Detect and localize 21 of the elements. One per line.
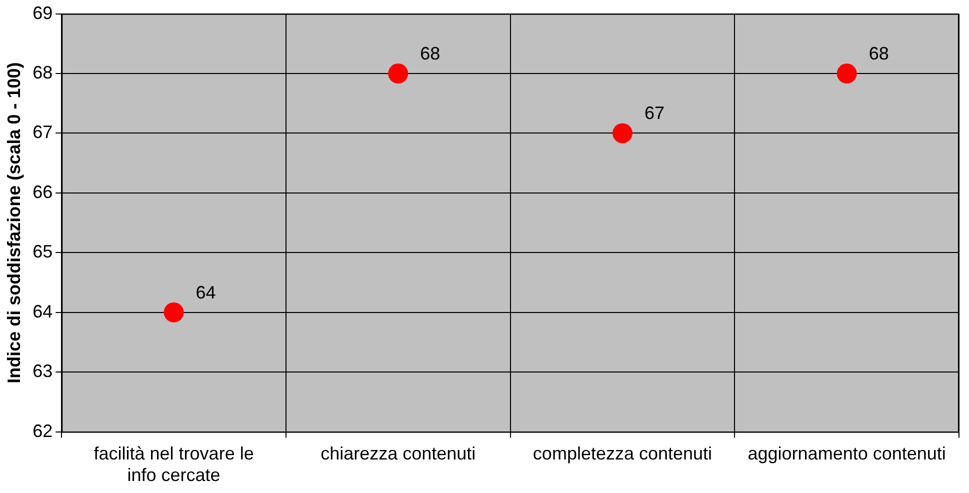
y-tick-label: 68 — [32, 62, 53, 82]
y-axis-title: Indice di soddisfazione (scala 0 - 100) — [4, 62, 24, 384]
y-tick-label: 69 — [32, 2, 53, 23]
y-tick-label: 65 — [32, 242, 53, 262]
y-tick-label: 63 — [32, 361, 53, 382]
point — [388, 64, 408, 84]
point — [836, 64, 857, 84]
y-tick-label: 67 — [32, 122, 53, 142]
x-tick-label: aggiornamento contenuti — [748, 444, 946, 464]
y-tick-label: 66 — [32, 182, 53, 202]
x-tick-label: chiarezza contenuti — [320, 444, 476, 464]
data-label: 64 — [196, 282, 216, 302]
point — [164, 302, 184, 322]
x-tick-label: completezza contenuti — [532, 444, 712, 464]
data-label: 68 — [868, 43, 889, 64]
x-tick-label: facilità nel trovare le info cercate — [94, 444, 254, 486]
y-tick-label: 62 — [32, 420, 53, 441]
y-tick-label: 64 — [32, 301, 53, 322]
data-label: 68 — [420, 43, 440, 64]
point — [612, 123, 632, 144]
data-label: 67 — [644, 103, 665, 124]
